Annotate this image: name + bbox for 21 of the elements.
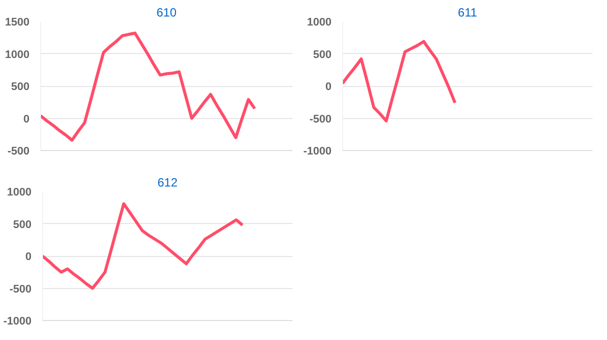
y-tick-label: 0 (325, 81, 332, 93)
y-tick-label: 1000 (7, 186, 32, 198)
chart-title: 612 (157, 176, 178, 190)
y-tick-label: 0 (25, 251, 32, 263)
chart-title: 611 (458, 6, 478, 20)
y-tick-label: 500 (313, 48, 332, 61)
y-tick-label: 1000 (307, 16, 332, 28)
y-tick-label: -1000 (3, 316, 32, 328)
y-tick-label: 500 (11, 81, 30, 93)
y-tick-label: 500 (13, 218, 32, 231)
line-series (40, 32, 256, 142)
y-tick-label: -1000 (303, 146, 332, 158)
line-series (342, 40, 456, 122)
y-tick-label: -500 (9, 283, 32, 296)
line-series (42, 202, 244, 290)
chart-title: 610 (156, 6, 177, 20)
y-tick-label: -500 (7, 146, 30, 158)
y-tick-label: 1000 (5, 48, 30, 61)
y-tick-label: 0 (23, 113, 30, 126)
y-tick-label: -500 (309, 113, 332, 126)
y-tick-label: 1500 (5, 16, 30, 28)
